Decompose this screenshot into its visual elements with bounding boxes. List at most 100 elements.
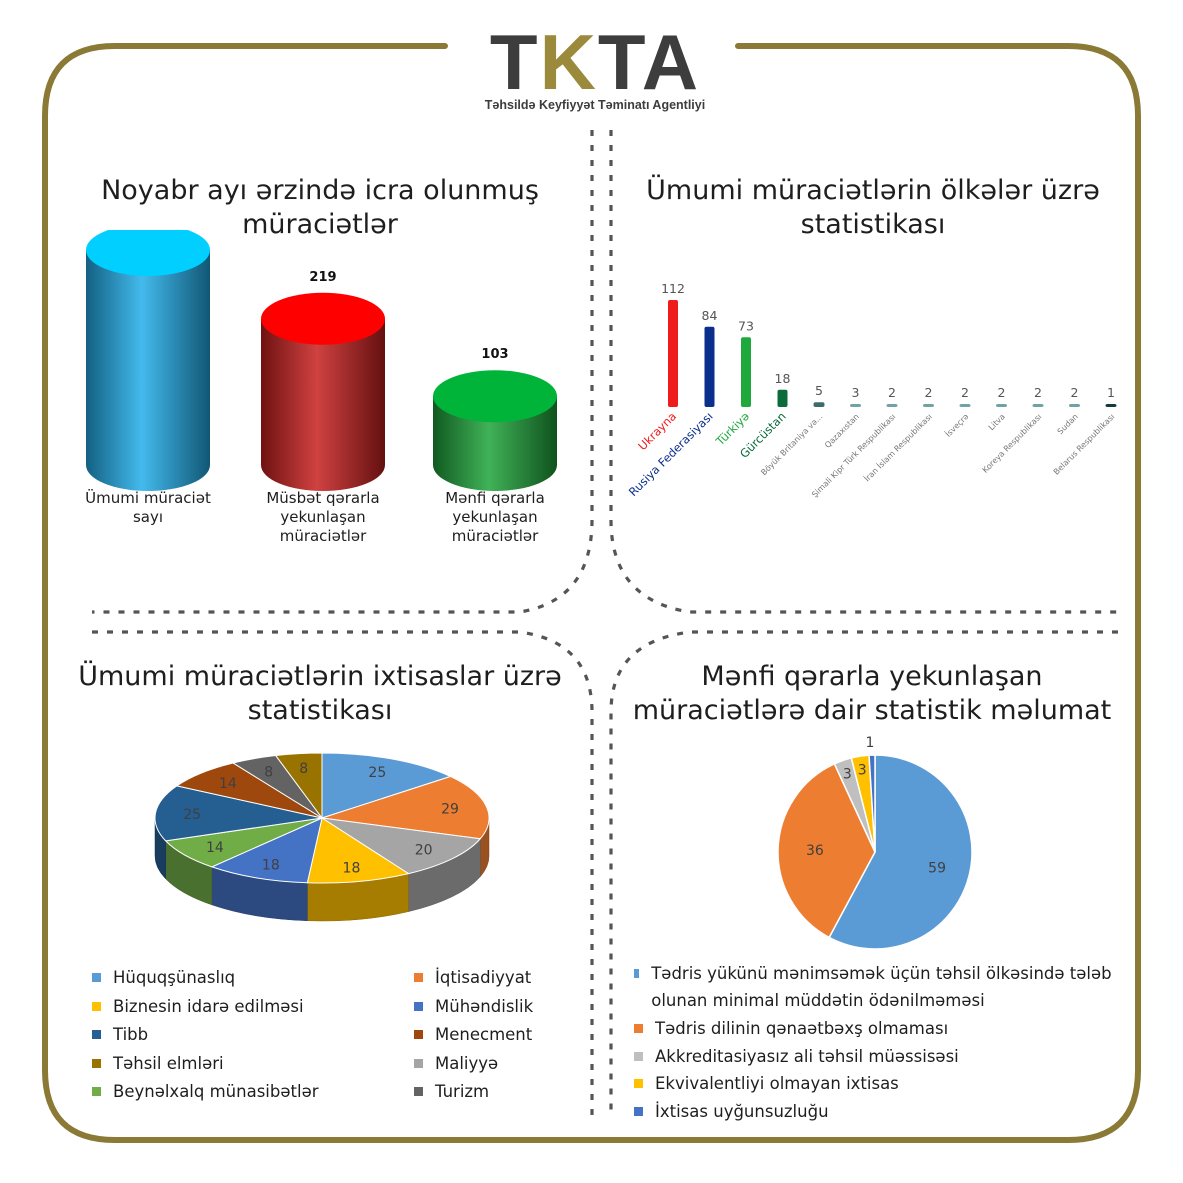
legend-label: Biznesin idarə edilməsi [113,996,304,1016]
bar [996,404,1007,407]
bar [923,404,934,407]
legend-swatch [414,1058,423,1068]
category-label: Litva [987,412,1007,432]
pie-value-label: 3 [858,763,867,779]
category-label: müraciətlər [280,527,367,545]
legend-label: İxtisas uyğunsuzluğu [655,1101,829,1121]
frame-border [42,43,1141,1143]
pie-value-label: 36 [806,843,824,859]
legend-negative-reasons: Tədris yükünü mənimsəmək üçün təhsil ölk… [634,960,1124,1121]
legend-swatch [414,1030,423,1039]
bar-value-label: 2 [925,385,933,400]
bar [668,300,678,407]
bar [886,404,898,407]
pie-slice [321,752,452,819]
bar [1105,404,1117,407]
bar-value-label: 103 [481,347,508,362]
legend-swatch [414,973,423,982]
legend-label: Mühəndislik [435,996,534,1016]
category-label: müraciətlər [452,527,539,545]
category-label: sayı [133,508,163,526]
category-label: Qazaxıstan [823,412,861,450]
legend-swatch [414,1001,423,1011]
cylinder-body [261,318,385,491]
bar [850,404,861,407]
legend-item: İqtisadiyyat [414,968,531,987]
bar [813,402,825,407]
legend-swatch [92,1030,101,1039]
bar-value-label: 2 [1034,385,1042,400]
legend-item: Hüquqşünaslıq [92,968,235,987]
legend-item: Beynəlxalq münasibətlər [92,1082,319,1101]
category-label: Ümumi müraciət [85,488,211,507]
legend-swatch [92,1001,101,1011]
pie-value-label: 14 [219,776,237,792]
legend-item: Turizm [414,1082,489,1101]
bar-value-label: 2 [1071,385,1079,400]
legend-swatch [92,1087,101,1096]
legend-label: Tibb [113,1025,149,1044]
legend-swatch [92,1058,101,1068]
legend-swatch [634,1079,643,1088]
legend-item: Tədris yükünü mənimsəmək üçün təhsil ölk… [634,960,1114,1014]
legend-swatch [634,1024,643,1033]
logo-letter: T [489,18,540,106]
panel-title-negative: Mənfi qərarla yekunlaşan müraciətlərə da… [632,661,1112,726]
category-label: Belarus Respublikası [1052,412,1117,477]
legend-item: Biznesin idarə edilməsi [92,997,304,1016]
pie-value-label: 59 [928,861,946,877]
pie-value-label: 20 [415,843,433,859]
legend-item: Tədris dilinin qənaətbəxş olmaması [634,1015,1114,1042]
legend-swatch [92,973,101,982]
legend-label: Turizm [435,1082,490,1101]
bar-value-label: 112 [661,281,685,296]
legend-label: Maliyyə [435,1053,499,1073]
bar-value-label: 2 [998,385,1006,400]
category-label: yekunlaşan [280,508,365,526]
legend-item: Təhsil elmləri [92,1054,224,1073]
pie-value-label: 25 [368,765,386,781]
panel-title-specialties: Ümumi müraciətlərin ixtisaslar üzrə stat… [78,661,562,726]
legend-item: İxtisas uyğunsuzluğu [634,1098,1114,1125]
bar [741,337,751,407]
pie-slice [321,817,482,875]
pie-slice [306,817,410,884]
cylinder-top [433,370,557,423]
dotted-dividers [92,130,1118,1118]
bar [1032,404,1044,407]
pie-slice [154,785,323,842]
legend-swatch [414,1087,423,1096]
legend-item: Mühəndislik [414,997,533,1016]
category-label: İran İslam Respublikası [862,411,934,483]
legend-label: Hüquqşünaslıq [113,968,236,987]
pie-value-label: 8 [299,761,308,777]
category-label: Mənfi qərarla [445,489,545,507]
pie-slice [210,817,323,884]
category-label: İsveçrə [943,411,970,438]
pie-value-label: 3 [843,766,852,782]
pie-value-label: 29 [441,802,459,818]
cylinder-body [433,396,557,491]
bar [959,404,971,407]
bar-value-label: 73 [738,318,754,333]
bar [704,326,715,407]
legend-swatch [634,1106,643,1116]
pie-value-label: 8 [264,765,273,781]
legend-item: Maliyyə [414,1054,498,1073]
panel-title-monthly: Noyabr ayı ərzində icra olunmuş müraciət… [101,175,539,240]
category-label: yekunlaşan [452,508,537,526]
logo-letter-gold: K [539,18,598,106]
legend-swatch [634,969,640,978]
legend-label: Beynəlxalq münasibətlər [113,1082,319,1101]
bar [777,389,788,407]
legend-swatch [634,1051,643,1061]
legend-label: Təhsil elmləri [113,1053,224,1073]
legend-label: Ekvivalentliyi olmayan ixtisas [655,1074,899,1093]
pie-slice [777,762,876,939]
bar-value-label: 3 [852,385,860,400]
pie-slice [828,754,973,950]
pie-slice [868,754,876,853]
bar-value-label: 219 [309,270,336,285]
